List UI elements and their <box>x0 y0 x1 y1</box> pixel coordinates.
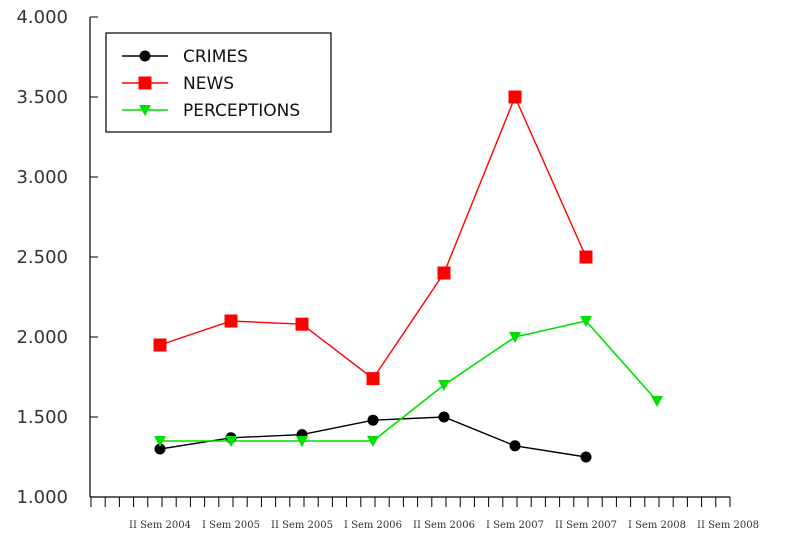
x-tick-label: I Sem 2007 <box>486 520 544 531</box>
data-point <box>367 414 379 426</box>
series-layer <box>153 90 663 463</box>
legend-label: PERCEPTIONS <box>183 101 300 121</box>
data-point <box>139 105 151 116</box>
data-point <box>295 317 309 331</box>
data-point <box>296 436 308 447</box>
y-tick-label: 2.500 <box>16 247 68 268</box>
data-point <box>580 451 592 463</box>
data-point <box>437 266 451 280</box>
data-point <box>580 316 592 327</box>
legend-label: NEWS <box>183 74 234 94</box>
x-tick-label: I Sem 2008 <box>628 520 686 531</box>
data-point <box>153 338 167 352</box>
data-point <box>438 411 450 423</box>
y-tick-label: 1.000 <box>16 487 68 508</box>
data-point <box>366 372 380 386</box>
y-tick-label: 1.500 <box>16 407 68 428</box>
y-tick-label: 4.000 <box>16 7 68 28</box>
series-perceptions <box>154 316 663 447</box>
data-point <box>367 436 379 447</box>
data-point <box>438 380 450 391</box>
y-tick-label: 3.500 <box>16 87 68 108</box>
series-line <box>160 320 658 442</box>
legend: CRIMES NEWS PERCEPTIONS <box>105 32 332 133</box>
data-point <box>154 443 166 455</box>
x-tick-label: I Sem 2006 <box>344 520 402 531</box>
series-news <box>153 90 593 386</box>
data-point <box>225 436 237 447</box>
data-point <box>138 76 152 90</box>
x-tick-label: II Sem 2007 <box>555 520 617 531</box>
x-tick-label: II Sem 2004 <box>129 520 191 531</box>
legend-entry: CRIMES <box>122 47 248 67</box>
data-point <box>509 440 521 452</box>
x-tick-label: II Sem 2006 <box>413 520 475 531</box>
legend-label: CRIMES <box>183 47 248 67</box>
y-tick-label: 2.000 <box>16 327 68 348</box>
data-point <box>509 332 521 343</box>
data-point <box>154 436 166 447</box>
data-point <box>508 90 522 104</box>
legend-entry: PERCEPTIONS <box>122 101 300 121</box>
data-point <box>139 50 151 62</box>
x-tick-label: II Sem 2005 <box>271 520 333 531</box>
x-axis-ticks: II Sem 2004 I Sem 2005 II Sem 2005 I Sem 20… <box>90 497 759 531</box>
x-tick-label: II Sem 2008 <box>697 520 759 531</box>
legend-entry: NEWS <box>122 74 234 94</box>
data-point <box>579 250 593 264</box>
series-line <box>159 95 587 380</box>
data-point <box>651 396 663 407</box>
y-tick-label: 3.000 <box>16 167 68 188</box>
y-axis-ticks: 1.000 1.500 2.000 2.500 3.000 3.500 4.000 <box>16 7 98 508</box>
x-tick-label: I Sem 2005 <box>202 520 260 531</box>
data-point <box>224 314 238 328</box>
